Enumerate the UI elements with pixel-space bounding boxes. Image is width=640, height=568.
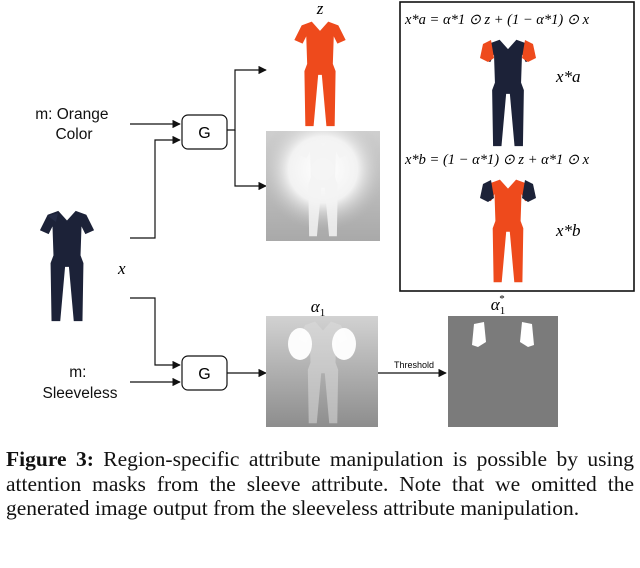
result-image-a: [480, 39, 536, 147]
sleeveless-condition-label: m: Sleeveless: [43, 364, 118, 402]
orange-condition-label: m: Orange Color: [35, 106, 113, 143]
result-a-label: x*a: [555, 67, 581, 86]
sleeveless-condition-line2: Sleeveless: [43, 385, 118, 402]
caption-text: Region-specific attribute manipulation i…: [6, 447, 634, 520]
caption-label: Figure 3:: [6, 447, 94, 471]
orange-condition-line1: m: Orange: [35, 106, 108, 123]
input-x-label: x: [117, 259, 126, 278]
equation-panel: x*a = α*1 ⊙ z + (1 − α*1) ⊙ x x*a x*b = …: [399, 1, 635, 292]
generated-image-z: [294, 21, 346, 127]
equation-a: x*a = α*1 ⊙ z + (1 − α*1) ⊙ x: [404, 12, 590, 28]
equation-b: x*b = (1 − α*1) ⊙ z + α*1 ⊙ x: [404, 152, 590, 168]
figure-caption: Figure 3: Region-specific attribute mani…: [6, 447, 634, 521]
arrow-g-to-attn: [234, 130, 267, 191]
z-label: z: [316, 0, 324, 18]
generator-top: G: [181, 114, 228, 150]
thresholded-mask: [448, 316, 558, 427]
sleeveless-condition-line1: m:: [69, 364, 86, 381]
alpha1-label: α1: [311, 297, 325, 319]
generator-bottom-label: G: [198, 366, 210, 383]
generator-bottom: G: [181, 355, 228, 391]
attention-map-alpha1: [266, 316, 378, 427]
arrow-x-to-g-top: [130, 135, 181, 239]
arrow-x-to-g-bottom: [130, 297, 181, 370]
result-b-label: x*b: [555, 221, 581, 240]
threshold-label: Threshold: [394, 360, 434, 370]
input-image: [39, 210, 95, 322]
connector-lines: [130, 65, 447, 387]
arrow-g-to-z: [227, 65, 267, 131]
attention-map-top: [266, 131, 380, 241]
generator-top-label: G: [198, 125, 210, 142]
diagram: x m: Orange Color m: Sleeveless G G z: [35, 0, 635, 427]
orange-condition-line2: Color: [55, 126, 92, 143]
alpha1-star-label: α1*: [491, 293, 505, 317]
result-image-b: [480, 179, 536, 283]
